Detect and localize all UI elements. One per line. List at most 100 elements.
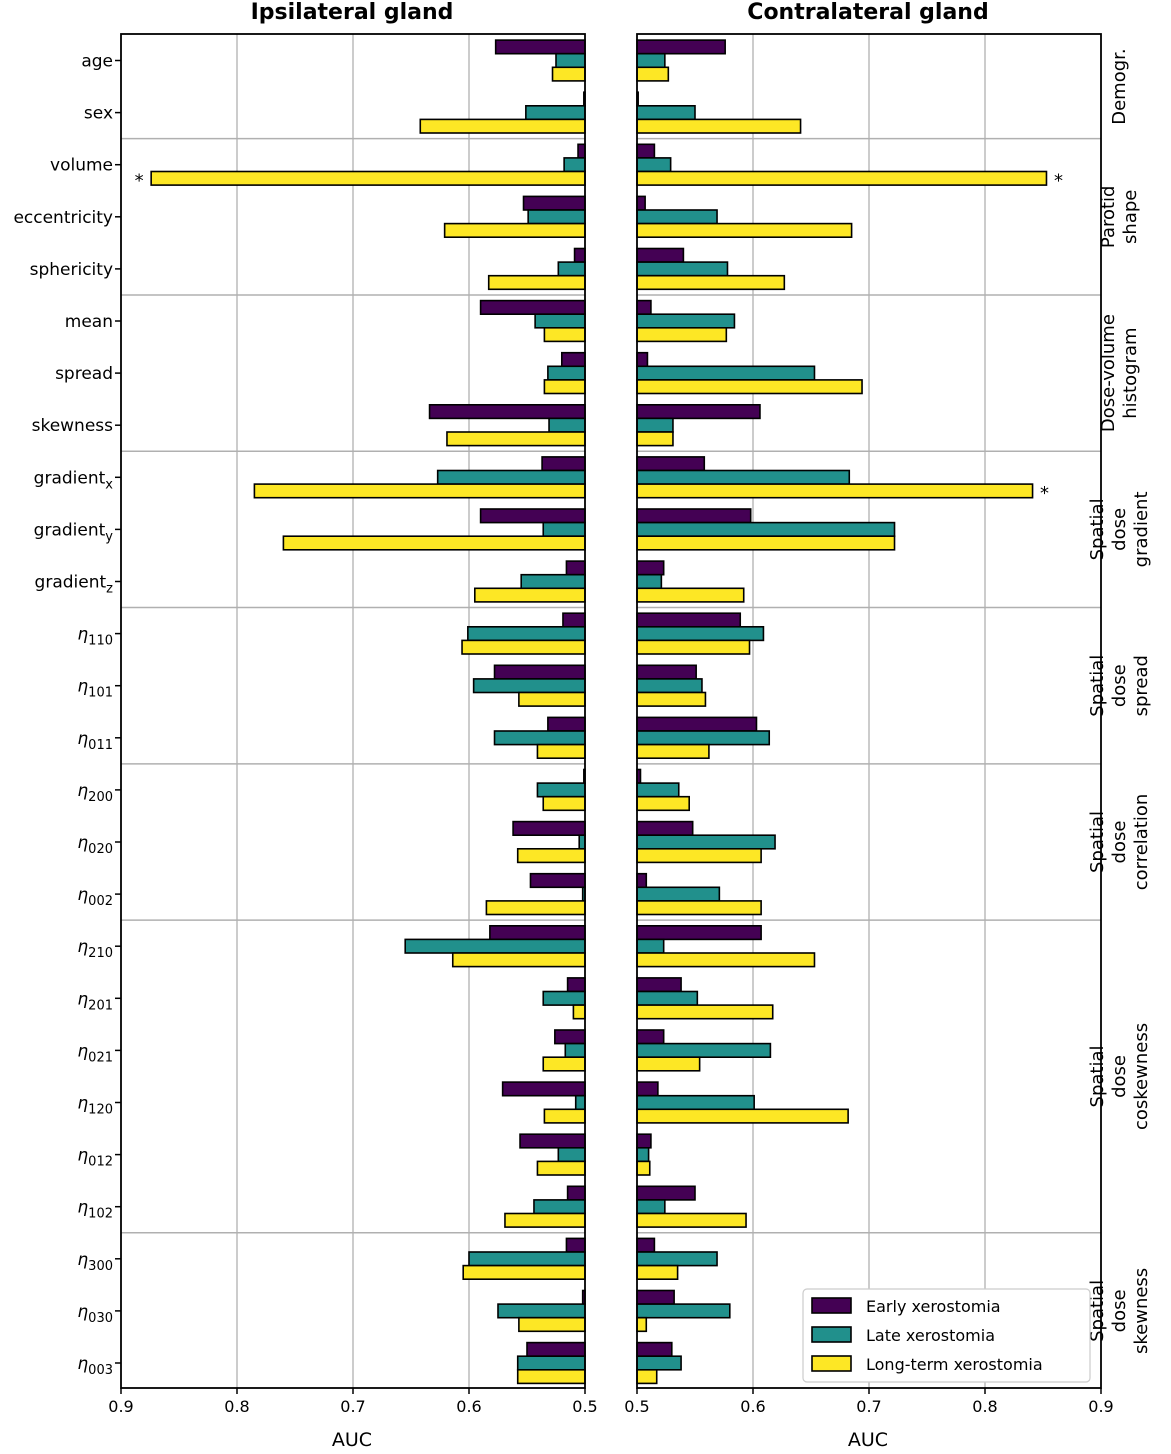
right-panel-title: Contralateral gland bbox=[747, 0, 988, 25]
legend-swatch-long bbox=[811, 1355, 852, 1372]
x-tick-label: 0.6 bbox=[456, 1397, 481, 1416]
bar-early bbox=[566, 1185, 586, 1201]
group-label: Spatial bbox=[1087, 1045, 1108, 1107]
group-label: dose bbox=[1109, 1289, 1130, 1332]
bar-long bbox=[636, 1108, 849, 1124]
significance-marker: * bbox=[1040, 483, 1049, 504]
group-label: histogram bbox=[1120, 327, 1141, 418]
feature-label: eccentricity bbox=[13, 208, 113, 228]
bar-late bbox=[636, 365, 816, 381]
bar-long bbox=[636, 952, 816, 968]
legend: Early xerostomia Late xerostomia Long-te… bbox=[802, 1288, 1091, 1383]
legend-frame bbox=[802, 1288, 1091, 1383]
bar-late bbox=[468, 1251, 586, 1267]
bar-long bbox=[636, 743, 710, 759]
bar-long bbox=[636, 1369, 658, 1385]
bar-early bbox=[636, 924, 762, 941]
bar-long bbox=[150, 170, 586, 186]
bar-long bbox=[636, 118, 802, 134]
bar-long bbox=[536, 1160, 586, 1176]
bar-early bbox=[493, 664, 586, 680]
bar-early bbox=[636, 560, 665, 576]
bar-long bbox=[636, 222, 853, 239]
bar-late bbox=[636, 573, 663, 590]
bar-long bbox=[451, 952, 586, 968]
bar-late bbox=[636, 52, 666, 69]
bar-late bbox=[493, 730, 586, 746]
bar-early bbox=[565, 560, 586, 576]
feature-label: η011 bbox=[77, 729, 113, 753]
bar-long bbox=[636, 431, 674, 447]
bar-late bbox=[636, 990, 699, 1006]
group-label: Spatial bbox=[1087, 811, 1108, 873]
panel-contralateral: * * 0.5 0.6 0.7 0.8 0.9 bbox=[624, 33, 1114, 1416]
bar-early bbox=[636, 872, 648, 889]
feature-label: η020 bbox=[77, 833, 113, 857]
x-tick-label: 0.7 bbox=[856, 1397, 881, 1416]
bar-late bbox=[636, 1042, 772, 1058]
bar-long bbox=[636, 1004, 774, 1020]
bar-early bbox=[636, 403, 761, 420]
bar-early bbox=[512, 820, 586, 836]
bar-early bbox=[522, 195, 586, 211]
bar-long bbox=[636, 900, 762, 916]
bar-long bbox=[518, 691, 586, 707]
bar-long bbox=[636, 795, 691, 812]
bar-long bbox=[485, 900, 586, 916]
bar-long bbox=[636, 170, 1048, 186]
bar-late bbox=[636, 782, 680, 798]
bar-long bbox=[636, 1160, 651, 1176]
bar-late bbox=[436, 469, 586, 485]
right-x-axis-label: AUC bbox=[848, 1429, 888, 1451]
bar-late bbox=[636, 938, 665, 954]
bar-early bbox=[636, 299, 652, 316]
bar-early bbox=[560, 351, 586, 368]
bar-early bbox=[636, 456, 706, 472]
bar-late bbox=[520, 573, 586, 590]
group-label: Demogr. bbox=[1109, 48, 1130, 124]
bar-long bbox=[636, 1212, 747, 1228]
x-tick-label: 0.9 bbox=[108, 1397, 133, 1416]
bar-long bbox=[446, 431, 586, 447]
bar-late bbox=[533, 1199, 586, 1215]
bar-late bbox=[636, 417, 674, 433]
x-tick-label: 0.8 bbox=[972, 1397, 997, 1416]
bar-early bbox=[501, 1081, 586, 1097]
bar-long bbox=[253, 483, 586, 499]
bar-early bbox=[636, 351, 649, 368]
bar-late bbox=[472, 678, 586, 694]
bar-long bbox=[543, 379, 586, 395]
bar-long bbox=[487, 274, 586, 291]
group-label: Dose-volume bbox=[1098, 314, 1119, 432]
significance-marker: * bbox=[1054, 170, 1063, 191]
bar-long bbox=[542, 795, 586, 812]
group-label: spread bbox=[1131, 655, 1152, 716]
bar-late bbox=[636, 313, 736, 329]
bar-early bbox=[562, 612, 586, 628]
bar-long bbox=[462, 1264, 586, 1280]
bar-late bbox=[636, 625, 765, 642]
bar-late bbox=[547, 365, 586, 381]
bar-long bbox=[636, 1316, 648, 1333]
bar-long bbox=[542, 1056, 586, 1072]
bar-long bbox=[636, 379, 863, 395]
feature-label: gradienty bbox=[34, 520, 114, 544]
bar-long bbox=[636, 483, 1034, 499]
bar-late bbox=[636, 157, 672, 173]
bar-late bbox=[527, 209, 586, 225]
bar-early bbox=[636, 1237, 656, 1253]
legend-swatch-late bbox=[811, 1326, 852, 1343]
feature-label: gradientx bbox=[34, 468, 114, 492]
bar-late bbox=[636, 834, 776, 850]
bar-long bbox=[516, 847, 586, 864]
bar-late bbox=[542, 990, 586, 1006]
feature-label: η110 bbox=[77, 625, 113, 649]
bar-early bbox=[636, 1341, 673, 1357]
bar-early bbox=[636, 1081, 659, 1097]
group-label: shape bbox=[1120, 190, 1141, 244]
legend-label-early: Early xerostomia bbox=[866, 1297, 1001, 1316]
group-label: Spatial bbox=[1087, 655, 1108, 717]
bar-late bbox=[636, 261, 729, 277]
bar-late bbox=[636, 1094, 755, 1111]
